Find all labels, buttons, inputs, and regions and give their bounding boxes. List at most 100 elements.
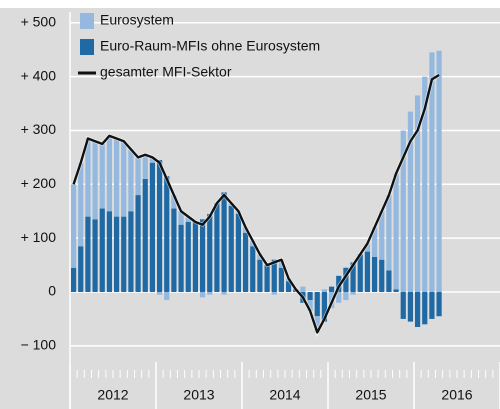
bar (250, 246, 256, 292)
bar (113, 216, 120, 292)
bar (414, 95, 421, 292)
bar (92, 141, 98, 220)
bar (379, 259, 385, 292)
bar (78, 162, 84, 247)
bar (278, 267, 285, 292)
bar (407, 292, 414, 322)
bar (70, 184, 77, 268)
bar (393, 289, 399, 292)
bar (307, 300, 313, 311)
bar (199, 219, 206, 292)
bar (321, 292, 328, 322)
bar (92, 219, 98, 292)
bar (78, 246, 84, 292)
bar (393, 173, 399, 290)
legend-label: Euro-Raum-MFIs ohne Eurosystem (100, 38, 320, 54)
bar (99, 208, 105, 292)
bar (400, 292, 406, 319)
y-tick-label: − 100 (21, 337, 57, 353)
bar (364, 243, 371, 252)
bar (371, 227, 378, 257)
bar (192, 222, 199, 292)
x-year-label: 2012 (97, 387, 128, 403)
bar (400, 130, 406, 292)
bar (328, 286, 335, 292)
bar (314, 292, 320, 317)
bar (121, 216, 127, 292)
bar (379, 211, 385, 260)
bar (422, 292, 428, 325)
bar (135, 195, 141, 292)
line (72, 73, 440, 334)
bar (271, 259, 277, 292)
bar (386, 195, 392, 271)
y-tick-label: + 200 (21, 175, 57, 191)
bar (142, 154, 148, 179)
bar (221, 192, 227, 292)
bar (121, 141, 127, 217)
bar (113, 138, 120, 217)
bar (149, 157, 156, 163)
bar (156, 292, 163, 295)
bar (164, 176, 170, 292)
bar (228, 205, 234, 292)
bar (149, 162, 156, 292)
bar (257, 259, 263, 292)
bar (364, 251, 371, 292)
bar (171, 195, 177, 209)
legend-swatch (80, 13, 94, 29)
bar (429, 52, 435, 293)
bar (135, 157, 141, 196)
bar (350, 292, 356, 295)
bar (185, 216, 191, 222)
bar (429, 292, 435, 319)
bar (185, 222, 191, 292)
bar (199, 292, 206, 298)
bar (106, 211, 113, 292)
y-tick-label: + 300 (21, 121, 57, 137)
bar (156, 160, 163, 292)
bar (214, 203, 220, 292)
x-year-label: 2013 (183, 387, 214, 403)
bar (207, 213, 213, 292)
bar (142, 178, 148, 292)
bar (128, 211, 134, 292)
bar (235, 213, 242, 292)
bar (128, 149, 134, 212)
bar (106, 135, 113, 212)
y-tick-label: + 100 (21, 229, 57, 245)
bar (271, 292, 277, 295)
bar (285, 281, 292, 292)
bar (242, 232, 249, 292)
bar (350, 262, 356, 292)
bar (164, 292, 170, 301)
bar (178, 224, 184, 292)
bar (264, 265, 270, 292)
bar (436, 50, 442, 293)
bar (221, 292, 227, 295)
bar (336, 292, 342, 303)
bar (343, 267, 349, 292)
bar (386, 270, 392, 292)
bar (207, 292, 213, 295)
bar (422, 76, 428, 292)
legend-swatch (80, 39, 94, 55)
bar (371, 257, 378, 292)
y-tick-label: + 400 (21, 67, 57, 83)
bar (70, 267, 77, 292)
bar (307, 292, 313, 301)
bar (436, 292, 442, 317)
bar (85, 216, 91, 292)
bar (407, 111, 414, 292)
legend-label: Eurosystem (100, 12, 174, 28)
bar (99, 143, 105, 209)
bar (314, 316, 320, 333)
x-year-label: 2015 (355, 387, 386, 403)
bar (414, 292, 421, 327)
y-tick-label: + 500 (21, 13, 57, 29)
bar (321, 289, 328, 292)
y-tick-label: 0 (48, 283, 56, 299)
x-year-label: 2014 (269, 387, 300, 403)
bar (343, 292, 349, 301)
